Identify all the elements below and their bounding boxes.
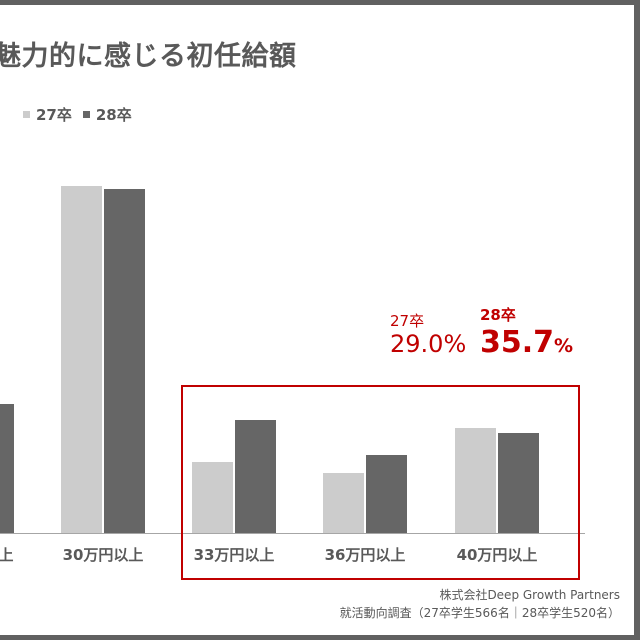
bar-27卒-4 bbox=[455, 428, 496, 533]
bar-27卒-1 bbox=[61, 186, 102, 533]
legend-swatch-27-icon bbox=[23, 111, 30, 118]
highlight-box bbox=[181, 385, 580, 580]
legend-swatch-28-icon bbox=[82, 111, 90, 118]
bar-27卒-2 bbox=[192, 462, 233, 533]
annotation-28-number: 35.7 bbox=[480, 325, 555, 360]
x-label-40: 40万円以上 bbox=[456, 546, 538, 564]
annotation-27-label: 27卒 bbox=[390, 312, 425, 330]
legend-item-27: 27卒 bbox=[23, 104, 72, 125]
chart-title: 魅力的に感じる初任給額 bbox=[0, 41, 297, 72]
x-label-30: 30万円以上 bbox=[62, 546, 144, 564]
annotation-28-label: 28卒 bbox=[480, 306, 516, 324]
annotation-27-value: 29.0% bbox=[390, 330, 467, 358]
bar-28卒-3 bbox=[366, 455, 407, 533]
legend-label-28: 28卒 bbox=[95, 106, 132, 124]
x-axis-line bbox=[0, 533, 585, 534]
x-label-cut: 上 bbox=[0, 546, 14, 564]
annotation-28-value: 35.7% bbox=[480, 325, 573, 360]
bar-28卒-2 bbox=[235, 420, 276, 533]
bar-28卒-1 bbox=[104, 189, 145, 533]
bar-27卒-3 bbox=[323, 473, 364, 533]
frame-bottom-border bbox=[0, 635, 640, 640]
frame-right-border bbox=[634, 0, 640, 640]
bar-28卒-4 bbox=[498, 433, 539, 533]
source-company: 株式会社Deep Growth Partners bbox=[439, 588, 620, 602]
legend: 27卒 28卒 bbox=[23, 104, 143, 125]
x-label-33: 33万円以上 bbox=[193, 546, 275, 564]
bar-28卒-0 bbox=[0, 404, 14, 533]
legend-item-28: 28卒 bbox=[82, 104, 132, 125]
annotation-28-unit: % bbox=[554, 335, 574, 357]
legend-label-27: 27卒 bbox=[36, 106, 72, 124]
source-survey: 就活動向調査（27卒学生566名｜28卒学生520名） bbox=[339, 606, 620, 620]
x-label-36: 36万円以上 bbox=[324, 546, 406, 564]
frame-top-border bbox=[0, 0, 640, 5]
